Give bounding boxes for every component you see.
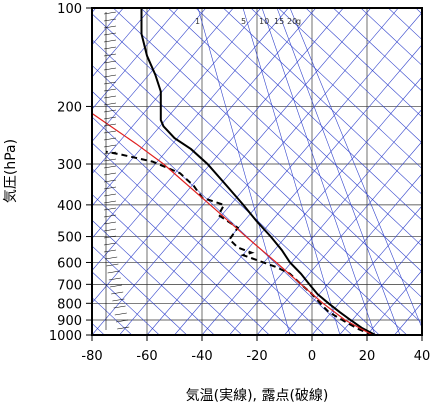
isotherm-line (92, 8, 152, 78)
dry-adiabat-line (140, 8, 422, 273)
dry-adiabat-line (92, 39, 408, 335)
mixing-ratio-lines (197, 8, 422, 335)
dry-adiabat-line (92, 193, 243, 335)
mixing-ratio-label: 20 (287, 17, 297, 26)
wind-barb (112, 298, 125, 302)
dry-adiabat-line (195, 8, 422, 221)
wind-barb (105, 256, 118, 260)
mixing-ratio-line (261, 8, 376, 335)
dry-adiabat-line (415, 8, 422, 15)
dry-adiabat-line (305, 8, 422, 118)
y-tick-label: 700 (57, 278, 82, 293)
dry-adiabat-line (112, 8, 422, 299)
y-tick-label: 1000 (49, 329, 82, 344)
dry-adiabat-line (422, 0, 431, 375)
parcel-line (92, 112, 373, 335)
x-tick-label: 40 (414, 349, 431, 364)
wind-barbs (103, 11, 130, 330)
wind-barb (106, 263, 119, 267)
mixing-ratio-line (289, 8, 422, 329)
mixing-ratio-label: 1 (195, 17, 200, 26)
y-tick-label: 800 (57, 297, 82, 312)
dry-adiabat-line (250, 8, 422, 170)
isotherm-line (311, 205, 422, 335)
isotherm-line (256, 141, 422, 335)
x-tick-label: -60 (136, 349, 157, 364)
dry-adiabat-line (92, 64, 380, 335)
dry-adiabat-line (167, 8, 422, 247)
dry-adiabat-line (222, 8, 422, 195)
dry-adiabat-line (277, 8, 422, 144)
dry-adiabat-line (360, 8, 422, 66)
isotherm-line (92, 8, 124, 46)
x-axis-ticks: -80 -60 -40 -20 0 20 40 (81, 335, 430, 364)
isotherm-line (92, 8, 234, 175)
mixing-ratio-labels: 1 5 10 15 20g (195, 17, 301, 26)
y-tick-label: 300 (57, 158, 82, 173)
dry-adiabat-line (92, 297, 133, 335)
wind-barb (107, 270, 120, 274)
y-tick-label: 900 (57, 314, 82, 329)
isotherm-line (146, 12, 422, 335)
isotherm-line (421, 334, 422, 335)
y-axis-title: 気圧(hPa) (3, 139, 19, 203)
x-axis-title: 気温(実線), 露点(破線) (186, 388, 329, 404)
x-tick-label: -80 (81, 349, 102, 364)
x-tick-label: -20 (246, 349, 267, 364)
y-tick-label: 100 (57, 2, 82, 17)
isotherm-line (339, 237, 422, 335)
wind-barb (108, 277, 121, 281)
x-tick-label: -40 (191, 349, 212, 364)
mixing-ratio-line (242, 8, 341, 335)
wind-barb (109, 284, 123, 288)
dry-adiabat-line (92, 13, 422, 324)
mixing-ratio-label: 15 (274, 17, 284, 26)
y-tick-label: 400 (57, 199, 82, 214)
dry-adiabat-line (92, 219, 215, 335)
x-tick-label: 0 (308, 349, 316, 364)
isotherm-line (92, 8, 372, 335)
x-tick-label: 20 (359, 349, 376, 364)
y-tick-label: 500 (57, 231, 82, 246)
wind-barb (113, 305, 126, 309)
y-tick-label: 200 (57, 100, 82, 115)
isotherm-line (92, 8, 317, 271)
series-layer (92, 8, 376, 335)
grid-lines (91, 7, 423, 336)
mixing-ratio-line (197, 8, 291, 335)
mixing-ratio-label: 10 (259, 17, 269, 26)
isotherm-line (284, 173, 422, 335)
isotherm-line (201, 76, 422, 335)
mixing-ratio-label: 5 (241, 17, 246, 26)
y-tick-label: 600 (57, 256, 82, 271)
temperature-line (140, 8, 376, 335)
isotherm-line (92, 8, 289, 239)
dry-adiabat-line (92, 116, 325, 335)
isotherms (92, 8, 422, 335)
wind-barb (117, 326, 130, 330)
dry-adiabat-line (332, 8, 422, 92)
isotherm-line (119, 8, 399, 335)
wind-barb (115, 319, 129, 323)
wind-barb (111, 291, 124, 295)
isotherm-line (92, 8, 207, 142)
dry-adiabat-line (92, 142, 298, 335)
isotherm-line (92, 8, 179, 110)
wind-barb (114, 312, 127, 316)
isotherm-line (174, 44, 422, 335)
isotherm-line (92, 8, 262, 207)
mixing-ratio-line (276, 8, 401, 335)
dry-adiabat-line (92, 271, 160, 335)
isotherm-line (92, 8, 344, 304)
isotherm-line (229, 108, 422, 335)
mixing-ratio-label: g (296, 17, 301, 26)
dry-adiabat-line (92, 245, 188, 335)
dry-adiabat-line (92, 168, 270, 335)
